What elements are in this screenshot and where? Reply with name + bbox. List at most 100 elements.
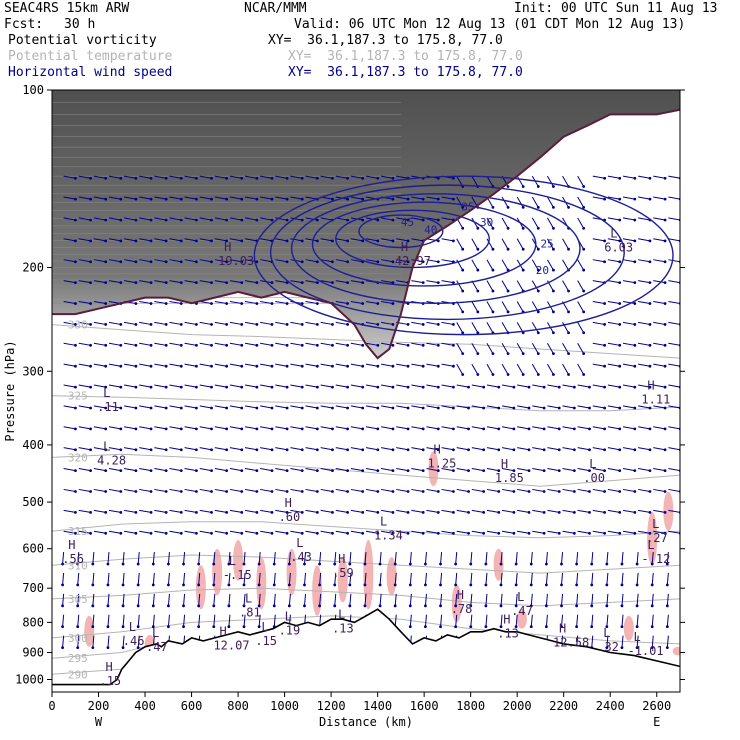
wind-vector: [260, 259, 273, 263]
wind-vector-head: [151, 604, 155, 608]
wind-vector-head: [648, 260, 652, 264]
wind-vector-head: [61, 646, 64, 649]
wind-vector-head: [210, 490, 213, 493]
wind-vector: [124, 175, 137, 179]
wind-vector-head: [149, 260, 153, 264]
wind-vector: [441, 321, 454, 325]
wind-vector-head: [512, 511, 516, 514]
wind-vector: [562, 426, 575, 430]
wind-vector: [78, 405, 91, 409]
wind-vector: [653, 384, 666, 388]
wind-vector: [577, 217, 585, 229]
pv-extremum-kind: H: [647, 379, 654, 393]
wind-vector: [440, 593, 443, 606]
wind-vector-head: [521, 185, 525, 188]
wind-vector: [244, 238, 257, 242]
wind-vector: [169, 342, 182, 346]
wind-vector: [668, 468, 680, 472]
wind-vector: [456, 530, 469, 534]
pv-extremum-kind: L: [610, 227, 617, 241]
wind-vector-head: [285, 239, 289, 243]
wind-vector-head: [603, 490, 606, 493]
wind-vector: [154, 384, 167, 388]
wind-vector-head: [91, 604, 95, 608]
wind-vector-head: [376, 302, 380, 305]
wind-vector-head: [285, 302, 289, 305]
wind-vector: [334, 593, 337, 606]
wind-vector-head: [225, 469, 229, 473]
wind-vector-head: [491, 352, 495, 356]
wind-vector-head: [588, 469, 591, 473]
wind-vector: [501, 488, 514, 493]
wind-vector: [501, 468, 514, 472]
wind-vector-head: [257, 625, 261, 629]
wind-vector: [638, 175, 651, 179]
pv-extremum-kind: L: [517, 590, 524, 604]
wind-vector: [562, 530, 575, 534]
wind-vector-head: [421, 343, 425, 347]
wind-vector-head: [620, 646, 624, 649]
wind-vector: [576, 552, 579, 565]
wind-vector-head: [663, 385, 667, 389]
wind-vector-head: [512, 427, 516, 431]
wind-vector: [154, 300, 167, 305]
wind-vector-head: [134, 448, 138, 452]
wind-vector: [152, 614, 155, 627]
wind-vector: [290, 321, 303, 325]
isentrope-line: [52, 646, 146, 659]
wind-vector: [592, 447, 605, 451]
wind-vector-head: [603, 323, 606, 326]
wind-vector: [486, 175, 494, 187]
wind-vector-head: [149, 531, 153, 535]
wind-vector: [501, 322, 509, 333]
wind-vector: [441, 426, 454, 430]
wind-vector-head: [149, 281, 153, 285]
pv-extremum-value: 4.28: [97, 453, 126, 467]
wind-vector: [545, 572, 548, 585]
wind-vector: [169, 488, 182, 493]
wind-vector: [63, 217, 76, 221]
wind-vector: [93, 405, 106, 409]
wind-vector-head: [346, 385, 349, 389]
wind-vector-head: [89, 427, 92, 431]
wind-vector: [122, 635, 125, 648]
wind-vector: [63, 405, 76, 409]
pv-extremum-kind: L: [229, 554, 236, 568]
wind-vector: [169, 426, 182, 430]
wind-vector: [62, 635, 65, 648]
pv-extremum-kind: L: [285, 609, 292, 623]
wind-vector-head: [303, 583, 306, 587]
wind-vector: [350, 300, 363, 305]
wind-vector-head: [406, 197, 410, 201]
wind-vector-head: [506, 373, 510, 376]
wind-vector: [638, 196, 651, 200]
wind-vector: [411, 342, 424, 346]
pv-extremum-value: .59: [332, 566, 354, 580]
wind-vector: [335, 405, 348, 409]
wind-vector: [275, 280, 288, 284]
wind-vector-head: [542, 406, 546, 410]
wind-vector: [577, 196, 585, 208]
wind-vector: [653, 342, 666, 346]
wind-vector: [198, 552, 201, 565]
wind-vector: [290, 259, 303, 263]
wind-vector-head: [618, 281, 622, 285]
wind-vector: [381, 300, 394, 305]
wind-vector-head: [391, 448, 395, 452]
wind-vector-head: [210, 260, 213, 264]
wind-vector-head: [361, 364, 365, 368]
wind-vector-head: [285, 197, 289, 201]
wind-vector: [486, 468, 499, 472]
wind-vector: [562, 238, 569, 250]
wind-vector: [214, 300, 227, 305]
wind-vector: [365, 530, 378, 534]
wind-vector-head: [225, 281, 229, 285]
wind-vector: [394, 572, 397, 585]
wind-vector-head: [331, 176, 334, 180]
wind-vector-head: [74, 260, 77, 264]
wind-vector: [532, 384, 545, 388]
x-tick-label: 1200: [317, 699, 346, 713]
wind-vector-head: [436, 239, 440, 243]
wind-vector-head: [582, 331, 586, 335]
